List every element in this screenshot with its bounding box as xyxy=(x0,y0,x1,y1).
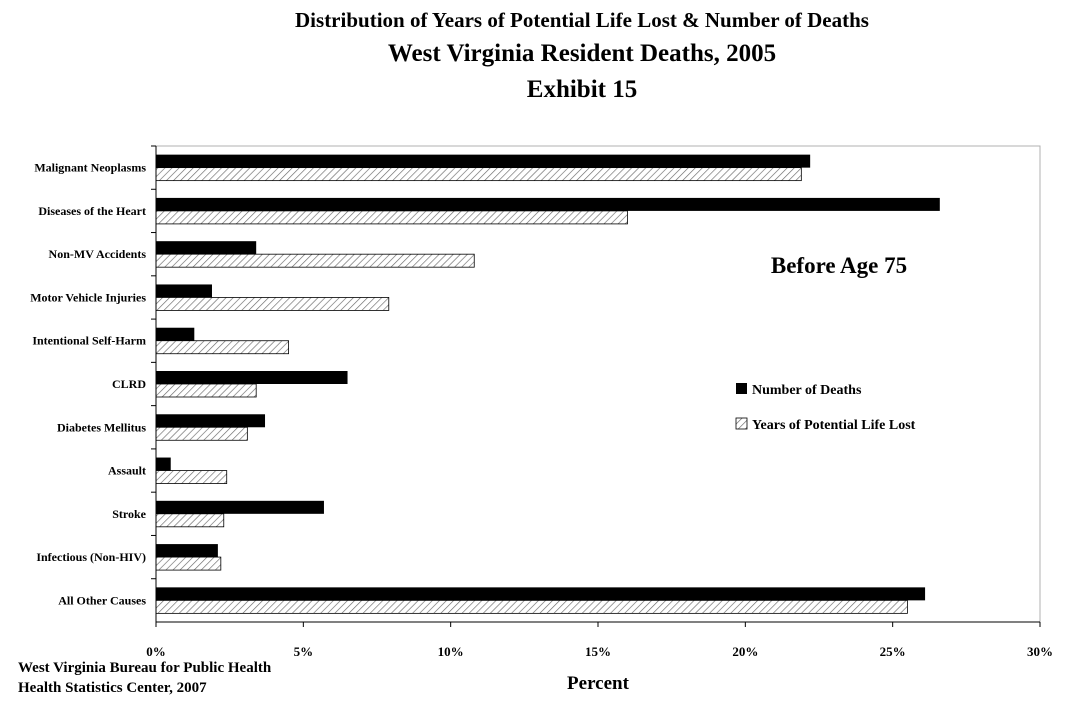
bar-ypll-0 xyxy=(155,167,802,182)
category-label: Diseases of the Heart xyxy=(38,204,146,218)
bar-ypll-6 xyxy=(155,426,248,441)
bar-ypll-3 xyxy=(155,297,390,311)
x-tick-label: 25% xyxy=(880,644,906,659)
bar-ypll-4 xyxy=(155,340,290,355)
category-label: Non-MV Accidents xyxy=(49,247,147,261)
x-tick-label: 10% xyxy=(438,644,464,659)
source-line-2: Health Statistics Center, 2007 xyxy=(18,680,207,696)
x-tick-label: 20% xyxy=(732,644,758,659)
x-tick-label: 15% xyxy=(585,644,611,659)
bar-ypll-9 xyxy=(155,556,222,571)
bar-deaths-6 xyxy=(156,414,266,428)
category-label: CLRD xyxy=(112,377,146,391)
source-note: West Virginia Bureau for Public Health H… xyxy=(18,658,271,698)
chart-subtitle: West Virginia Resident Deaths, 2005 xyxy=(387,40,777,67)
bar-ypll-5 xyxy=(155,383,257,398)
bar-ypll-8 xyxy=(155,513,225,528)
legend: Number of Deaths Years of Potential Life… xyxy=(735,383,916,433)
category-label: Malignant Neoplasms xyxy=(34,161,146,175)
x-tick-label: 0% xyxy=(146,644,166,659)
legend-swatch-deaths xyxy=(736,383,747,394)
bar-deaths-7 xyxy=(156,457,171,471)
bar-ypll-2 xyxy=(155,253,475,268)
bar-deaths-10 xyxy=(156,587,926,601)
bar-deaths-5 xyxy=(156,371,348,384)
bar-deaths-3 xyxy=(156,284,212,298)
bar-deaths-4 xyxy=(156,327,195,341)
category-label: Diabetes Mellitus xyxy=(57,420,146,434)
bar-ypll-1 xyxy=(155,210,628,225)
bar-deaths-9 xyxy=(156,544,218,558)
category-label: All Other Causes xyxy=(58,593,146,607)
x-tick-label: 5% xyxy=(294,644,314,659)
category-label: Motor Vehicle Injuries xyxy=(30,290,146,304)
bar-ypll-7 xyxy=(155,470,228,484)
legend-label-deaths: Number of Deaths xyxy=(752,383,862,398)
exhibit-label: Exhibit 15 xyxy=(526,76,638,103)
category-label: Infectious (Non-HIV) xyxy=(36,550,146,564)
x-tick-label: 30% xyxy=(1027,644,1053,659)
source-line-1: West Virginia Bureau for Public Health xyxy=(18,660,272,676)
bar-deaths-1 xyxy=(156,197,940,211)
chart-annotation: Before Age 75 xyxy=(771,253,907,278)
category-label: Intentional Self-Harm xyxy=(32,334,146,348)
category-label: Stroke xyxy=(112,507,146,521)
bar-deaths-0 xyxy=(156,154,811,168)
chart-title: Distribution of Years of Potential Life … xyxy=(295,8,869,32)
bar-deaths-2 xyxy=(156,241,257,255)
x-axis-title: Percent xyxy=(567,673,630,694)
category-label: Assault xyxy=(108,464,146,478)
legend-swatch-ypll xyxy=(735,417,748,430)
bar-deaths-8 xyxy=(156,500,324,514)
bar-ypll-10 xyxy=(155,599,908,614)
legend-label-ypll: Years of Potential Life Lost xyxy=(752,418,916,433)
